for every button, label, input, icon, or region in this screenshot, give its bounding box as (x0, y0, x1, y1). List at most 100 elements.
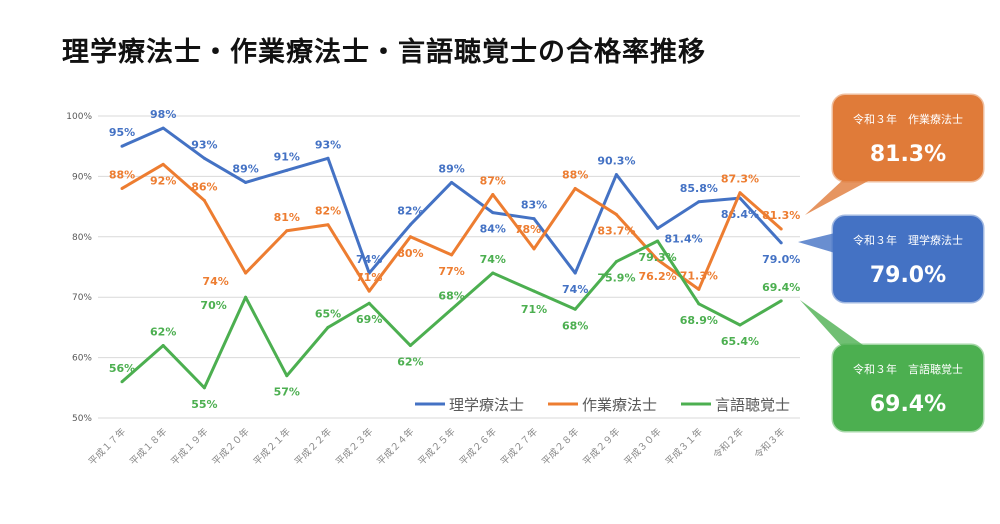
data-point (491, 211, 495, 215)
data-point (450, 253, 454, 257)
data-point (244, 271, 248, 275)
x-tick-label: 平成２７年 (498, 425, 540, 467)
data-label: 69% (356, 313, 382, 326)
y-tick-label: 50% (72, 414, 92, 424)
data-point (244, 295, 248, 299)
data-point (120, 144, 124, 148)
y-tick-label: 100% (66, 112, 92, 122)
x-tick-label: 平成２９年 (580, 425, 622, 467)
data-point (326, 325, 330, 329)
data-point (202, 386, 206, 390)
data-point (450, 307, 454, 311)
data-point (202, 199, 206, 203)
data-label: 62% (150, 326, 176, 339)
series-line (121, 126, 783, 275)
callout-pointer (798, 233, 835, 253)
data-point (532, 217, 536, 221)
x-tick-label: 令和３年 (752, 425, 788, 461)
x-tick-label: 平成２６年 (457, 425, 499, 467)
data-label: 82% (397, 205, 423, 218)
x-tick-label: 平成２５年 (416, 425, 458, 467)
x-tick-label: 平成２０年 (210, 425, 252, 467)
data-point (573, 307, 577, 311)
data-point (408, 223, 412, 227)
x-tick-label: 平成２３年 (333, 425, 375, 467)
data-label: 83% (521, 199, 547, 212)
data-label: 87% (480, 175, 506, 188)
data-label: 71.3% (680, 269, 718, 282)
data-point (244, 180, 248, 184)
data-label: 76.2% (639, 270, 677, 283)
data-label: 88% (562, 168, 588, 181)
data-label: 88% (109, 168, 135, 181)
data-point (779, 299, 783, 303)
data-point (161, 162, 165, 166)
data-label: 74% (202, 275, 228, 288)
data-label: 81.3% (762, 209, 800, 222)
callout-box: 令和３年 言語聴覚士 69.4% (800, 300, 985, 433)
data-label: 82% (315, 205, 341, 218)
data-label: 70% (200, 299, 226, 312)
data-point (779, 241, 783, 245)
data-point (367, 289, 371, 293)
data-label: 81.4% (665, 232, 703, 245)
data-label: 93% (191, 138, 217, 151)
x-tick-label: 平成２４年 (374, 425, 416, 467)
x-tick-label: 令和２年 (711, 425, 747, 461)
data-label: 75.9% (597, 272, 635, 285)
data-point (656, 258, 660, 262)
data-label: 86.4% (721, 208, 759, 221)
data-label: 68% (562, 319, 588, 332)
data-label: 65.4% (721, 335, 759, 348)
data-label: 56% (109, 362, 135, 375)
callout-background (831, 343, 985, 433)
x-tick-label: 平成１８年 (127, 425, 169, 467)
data-point (367, 271, 371, 275)
data-label: 86% (191, 181, 217, 194)
chart-title: 理学療法士・作業療法士・言語聴覚士の合格率推移 (62, 37, 706, 68)
data-label: 91% (274, 150, 300, 163)
data-point (614, 212, 618, 216)
x-tick-label: 平成３１年 (663, 425, 705, 467)
callout-pointer (800, 300, 870, 350)
data-point (532, 247, 536, 251)
data-label: 79.3% (639, 251, 677, 264)
data-label: 98% (150, 108, 176, 121)
callout-background (831, 93, 985, 183)
data-label: 81% (274, 211, 300, 224)
data-label: 89% (438, 162, 464, 175)
data-label: 74% (480, 253, 506, 266)
data-label: 55% (191, 398, 217, 411)
data-label: 90.3% (597, 155, 635, 168)
x-tick-label: 平成３０年 (622, 425, 664, 467)
x-tick-label: 平成１９年 (168, 425, 210, 467)
callout-background (831, 214, 985, 304)
x-tick-label: 平成１７年 (86, 425, 128, 467)
data-label: 68% (438, 289, 464, 302)
data-point (120, 380, 124, 384)
data-point (161, 126, 165, 130)
data-label: 92% (150, 174, 176, 187)
data-point (285, 374, 289, 378)
y-tick-label: 60% (72, 354, 92, 364)
data-label: 95% (109, 126, 135, 139)
data-point (779, 227, 783, 231)
data-point (326, 156, 330, 160)
callout-label: 令和３年 言語聴覚士 (853, 362, 963, 376)
data-label: 69.4% (762, 281, 800, 294)
data-label: 80% (397, 247, 423, 260)
data-point (573, 271, 577, 275)
data-label: 89% (232, 162, 258, 175)
data-point (614, 173, 618, 177)
data-label: 93% (315, 138, 341, 151)
data-label: 83.7% (597, 224, 635, 237)
data-point (285, 229, 289, 233)
x-tick-label: 平成２１年 (251, 425, 293, 467)
data-label: 62% (397, 356, 423, 369)
legend-label: 作業療法士 (582, 396, 657, 414)
legend-label: 理学療法士 (449, 396, 524, 414)
data-label: 74% (562, 283, 588, 296)
y-tick-label: 90% (72, 172, 92, 182)
